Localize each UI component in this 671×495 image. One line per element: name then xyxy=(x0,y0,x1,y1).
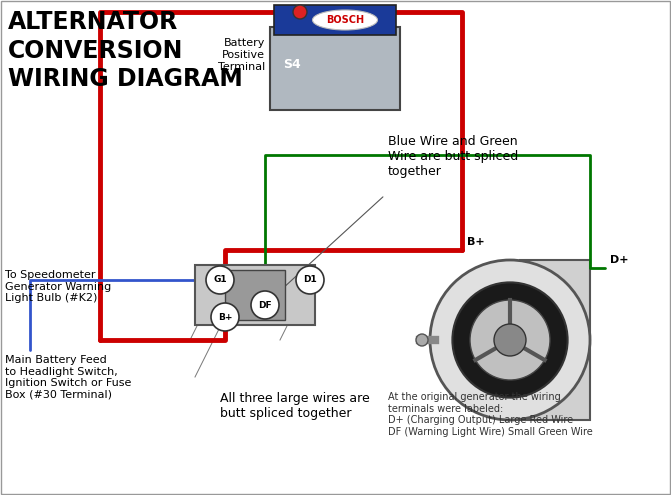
FancyBboxPatch shape xyxy=(195,265,315,325)
Text: B+: B+ xyxy=(218,312,232,321)
Text: At the original generator the wiring
terminals were labeled:
D+ (Charging Output: At the original generator the wiring ter… xyxy=(388,392,592,437)
FancyBboxPatch shape xyxy=(225,270,285,320)
FancyBboxPatch shape xyxy=(274,5,396,35)
Text: D+: D+ xyxy=(610,255,629,265)
Text: G1: G1 xyxy=(213,276,227,285)
Circle shape xyxy=(416,334,428,346)
Text: Battery
Positive
Terminal: Battery Positive Terminal xyxy=(218,39,265,72)
Circle shape xyxy=(430,260,590,420)
Ellipse shape xyxy=(313,10,378,30)
Text: All three large wires are
butt spliced together: All three large wires are butt spliced t… xyxy=(220,392,370,420)
FancyBboxPatch shape xyxy=(520,260,590,420)
Text: DF: DF xyxy=(258,300,272,309)
Text: Main Battery Feed
to Headlight Switch,
Ignition Switch or Fuse
Box (#30 Terminal: Main Battery Feed to Headlight Switch, I… xyxy=(5,355,132,400)
Circle shape xyxy=(211,303,239,331)
Circle shape xyxy=(206,266,234,294)
Circle shape xyxy=(494,324,526,356)
Circle shape xyxy=(251,291,279,319)
Text: B+: B+ xyxy=(467,237,484,247)
Circle shape xyxy=(293,5,307,19)
Text: BOSCH: BOSCH xyxy=(326,15,364,25)
Text: To Speedometer
Generator Warning
Light Bulb (#K2): To Speedometer Generator Warning Light B… xyxy=(5,270,111,303)
Text: D1: D1 xyxy=(303,276,317,285)
Circle shape xyxy=(470,300,550,380)
Circle shape xyxy=(296,266,324,294)
Text: Blue Wire and Green
Wire are butt spliced
together: Blue Wire and Green Wire are butt splice… xyxy=(388,135,518,178)
Circle shape xyxy=(452,283,568,397)
FancyBboxPatch shape xyxy=(270,27,400,110)
Text: S4: S4 xyxy=(283,58,301,71)
Text: ALTERNATOR
CONVERSION
WIRING DIAGRAM: ALTERNATOR CONVERSION WIRING DIAGRAM xyxy=(8,10,243,92)
